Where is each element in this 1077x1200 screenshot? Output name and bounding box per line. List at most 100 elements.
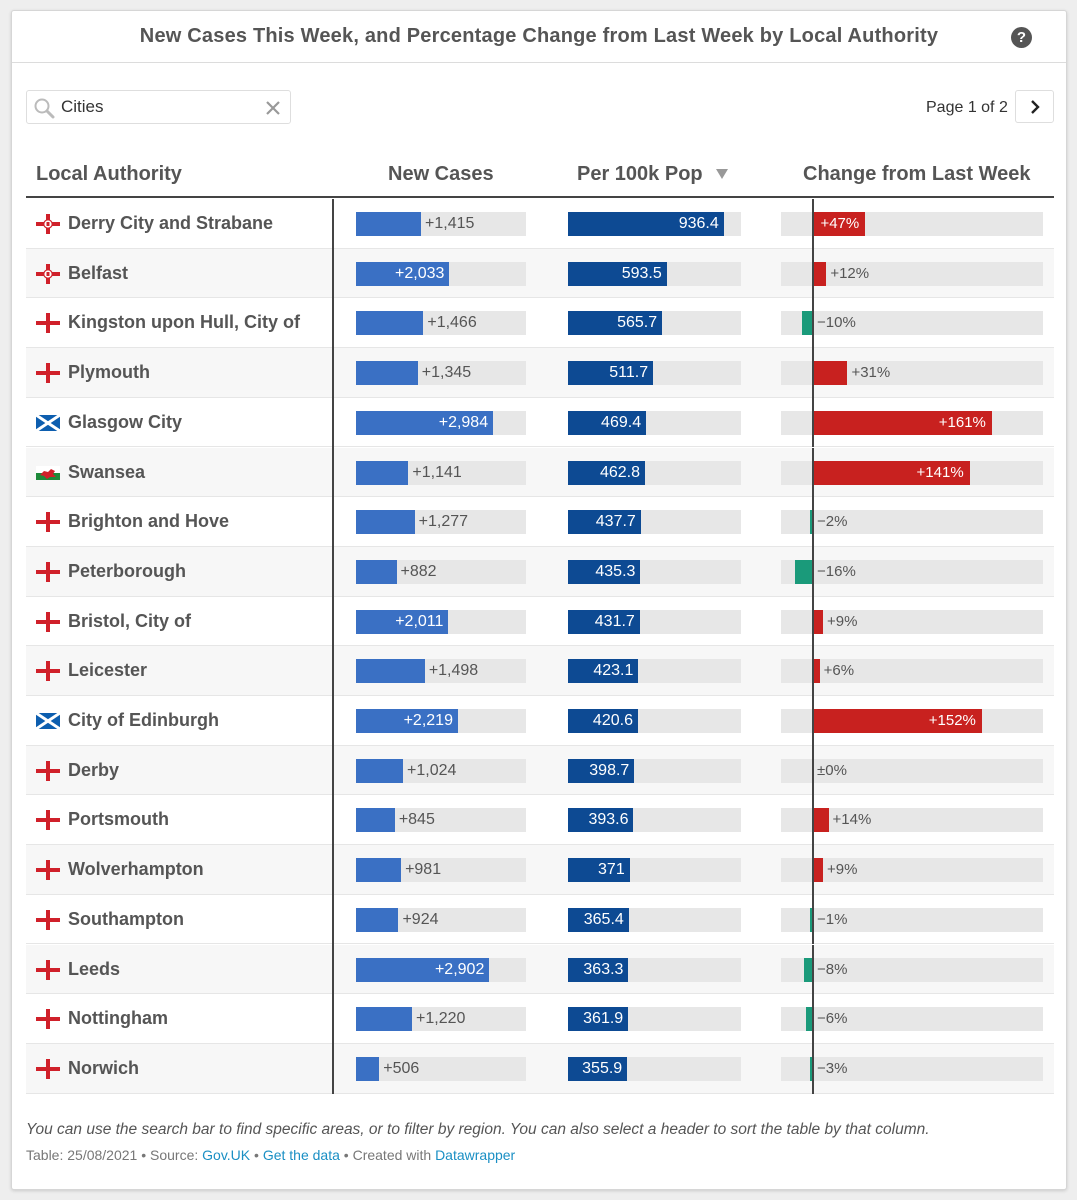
next-page-button[interactable]	[1015, 90, 1054, 123]
table-row: Portsmouth +845 393.6 +14%	[26, 795, 1054, 846]
new-cases-bar-track: +2,011	[356, 609, 526, 634]
change-bar	[810, 907, 813, 932]
authority-name: City of Edinburgh	[68, 710, 219, 730]
authority-name: Nottingham	[68, 1008, 168, 1029]
per-100k-bar-track: 435.3	[568, 559, 741, 584]
datawrapper-link[interactable]: Datawrapper	[435, 1147, 516, 1163]
new-cases-bar-track: +2,984	[356, 410, 526, 435]
per-100k-bar-track: 437.7	[568, 510, 741, 535]
new-cases-bar-track: +1,220	[356, 1007, 526, 1032]
search-input[interactable]	[61, 95, 251, 119]
new-cases-label: +2,033	[395, 264, 445, 282]
new-cases-bar-track: +2,902	[356, 957, 526, 982]
new-cases-bar-track: +1,415	[356, 212, 526, 236]
new-cases-bar	[356, 1007, 413, 1032]
new-cases-bar	[356, 261, 450, 286]
authority-name: Plymouth	[68, 362, 151, 383]
help-icon[interactable]: ?	[1011, 27, 1032, 48]
change-label: +6%	[823, 662, 855, 680]
change-bar-track	[781, 957, 1043, 982]
new-cases-label: +506	[383, 1059, 420, 1077]
per-100k-label: 431.7	[594, 612, 635, 630]
footer-note: You can use the search bar to find speci…	[26, 1121, 930, 1138]
per-100k-bar-track: 469.4	[568, 410, 741, 435]
change-axis	[812, 894, 814, 945]
per-100k-bar	[568, 410, 647, 435]
new-cases-label: +882	[400, 562, 437, 580]
per-100k-bar-track: 393.6	[568, 808, 741, 833]
england-flag-icon	[36, 909, 60, 930]
table-row: Swansea +1,141 462.8 +141%	[26, 447, 1054, 498]
england-flag-icon	[36, 561, 60, 582]
per-100k-bar-track: 361.9	[568, 1007, 741, 1032]
per-100k-bar	[568, 212, 724, 236]
per-100k-bar	[568, 808, 634, 833]
per-100k-label: 565.7	[617, 314, 658, 332]
per-100k-bar	[568, 361, 654, 386]
get-data-link[interactable]: Get the data	[262, 1147, 340, 1163]
per-100k-label: 355.9	[582, 1059, 623, 1077]
per-100k-label: 365.4	[583, 910, 624, 928]
per-100k-bar-track: 420.6	[568, 709, 741, 733]
per-100k-bar	[568, 858, 630, 883]
clear-search-icon[interactable]	[266, 101, 280, 115]
change-bar	[810, 510, 813, 535]
new-cases-label: +1,141	[412, 463, 462, 481]
change-bar-track	[781, 758, 1043, 783]
authority-name: Kingston upon Hull, City of	[68, 312, 300, 333]
search-box[interactable]	[26, 90, 291, 124]
new-cases-bar	[356, 907, 399, 932]
per-100k-bar-track: 565.7	[568, 311, 741, 336]
per-100k-label: 462.8	[599, 463, 640, 481]
authority-name: Derry City and Strabane	[68, 213, 274, 233]
change-bar	[795, 559, 813, 584]
chart-title: New Cases This Week, and Percentage Chan…	[139, 25, 939, 47]
header-local-authority[interactable]: Local Authority	[36, 163, 182, 185]
change-axis	[812, 298, 814, 349]
new-cases-label: +2,902	[434, 960, 485, 978]
new-cases-bar-track: +1,024	[356, 758, 526, 783]
page-indicator: Page 1 of 2	[926, 99, 1008, 116]
england-flag-icon	[36, 860, 60, 881]
authority-name: Brighton and Hove	[68, 511, 229, 532]
authority-name: Belfast	[68, 262, 129, 283]
authority-name: Southampton	[68, 908, 184, 929]
per-100k-bar	[568, 709, 638, 733]
change-bar-track	[781, 510, 1043, 535]
england-flag-icon	[36, 1058, 60, 1079]
header-new-cases[interactable]: New Cases	[388, 163, 494, 185]
change-bar	[806, 1007, 813, 1032]
new-cases-bar	[356, 361, 418, 386]
per-100k-label: 936.4	[678, 215, 719, 232]
change-axis	[812, 497, 814, 547]
separator: •	[250, 1147, 263, 1163]
change-bar	[813, 410, 992, 435]
new-cases-bar-track: +924	[356, 907, 526, 932]
northern-ireland-flag-icon	[36, 263, 60, 284]
new-cases-label: +1,466	[427, 314, 477, 332]
header-change[interactable]: Change from Last Week	[803, 163, 1031, 185]
change-label: −16%	[817, 562, 856, 580]
new-cases-bar	[356, 808, 395, 833]
table-row: Norwich +506 355.9 −3%	[26, 1043, 1054, 1094]
per-100k-bar	[568, 1056, 628, 1081]
change-label: +161%	[938, 413, 986, 431]
change-bar-track	[781, 858, 1043, 883]
source-link[interactable]: Gov.UK	[202, 1147, 251, 1163]
change-axis	[812, 397, 814, 448]
column-divider	[332, 199, 334, 1094]
scotland-flag-icon	[36, 711, 60, 731]
header-per-100k[interactable]: Per 100k Pop	[577, 163, 703, 185]
authority-name: Bristol, City of	[68, 610, 192, 631]
per-100k-bar-track: 593.5	[568, 261, 741, 286]
change-bar	[813, 659, 820, 684]
chart-card: New Cases This Week, and Percentage Chan…	[11, 10, 1067, 1190]
title-bar: New Cases This Week, and Percentage Chan…	[12, 11, 1066, 63]
change-bar-track	[781, 609, 1043, 634]
footer-meta: Table: 25/08/2021 • Source: Gov.UK • Get…	[26, 1147, 515, 1163]
per-100k-bar	[568, 609, 640, 634]
change-bar	[809, 1056, 813, 1081]
separator: •	[339, 1147, 353, 1163]
per-100k-bar	[568, 758, 635, 783]
new-cases-bar-track: +1,141	[356, 460, 526, 485]
